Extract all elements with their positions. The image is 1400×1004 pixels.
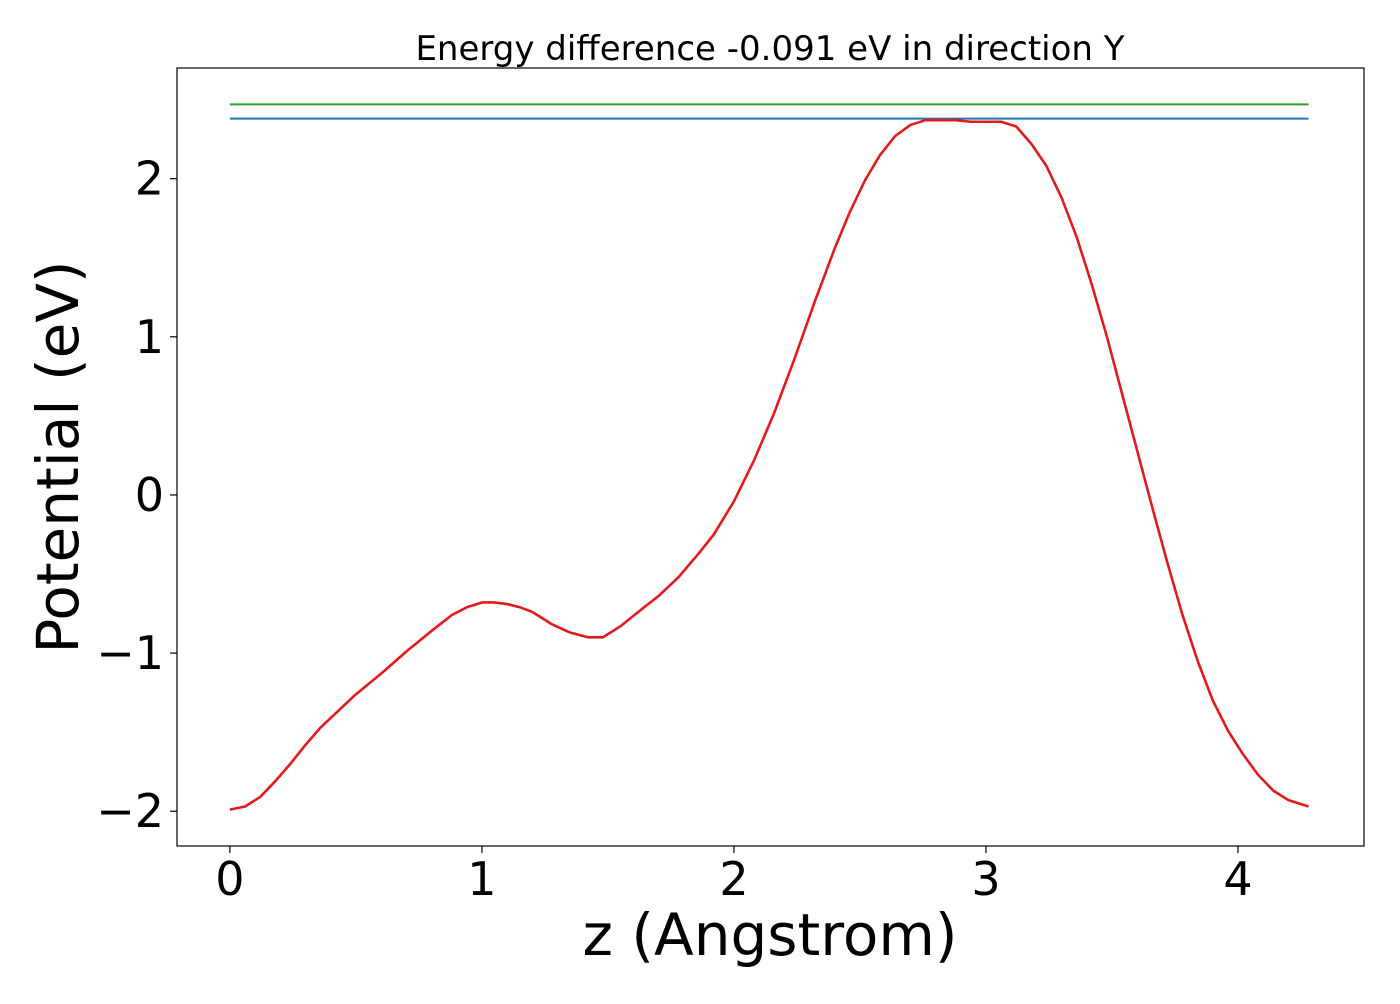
- x-tick-label: 3: [971, 852, 1000, 906]
- y-axis-label: Potential (eV): [24, 260, 92, 653]
- y-tick-label: −2: [96, 784, 164, 838]
- x-tick-label: 4: [1223, 852, 1252, 906]
- chart-title: Energy difference -0.091 eV in direction…: [415, 29, 1124, 69]
- series-potential-curve: [229, 118, 1309, 811]
- x-axis-label: z (Angstrom): [583, 901, 958, 969]
- x-tick-label: 2: [719, 852, 748, 906]
- y-axis-ticks: −2 −1 0 1 2: [96, 152, 177, 838]
- plot-area-frame: [176, 67, 1365, 847]
- y-tick-label: 0: [135, 468, 164, 522]
- y-tick-label: 1: [135, 310, 164, 364]
- series-layer: [229, 103, 1309, 811]
- x-tick-label: 1: [467, 852, 496, 906]
- x-axis-ticks: 0 1 2 3 4: [215, 846, 1253, 906]
- y-tick-label: −1: [96, 626, 164, 680]
- y-tick-label: 2: [135, 152, 164, 206]
- x-tick-label: 0: [215, 852, 244, 906]
